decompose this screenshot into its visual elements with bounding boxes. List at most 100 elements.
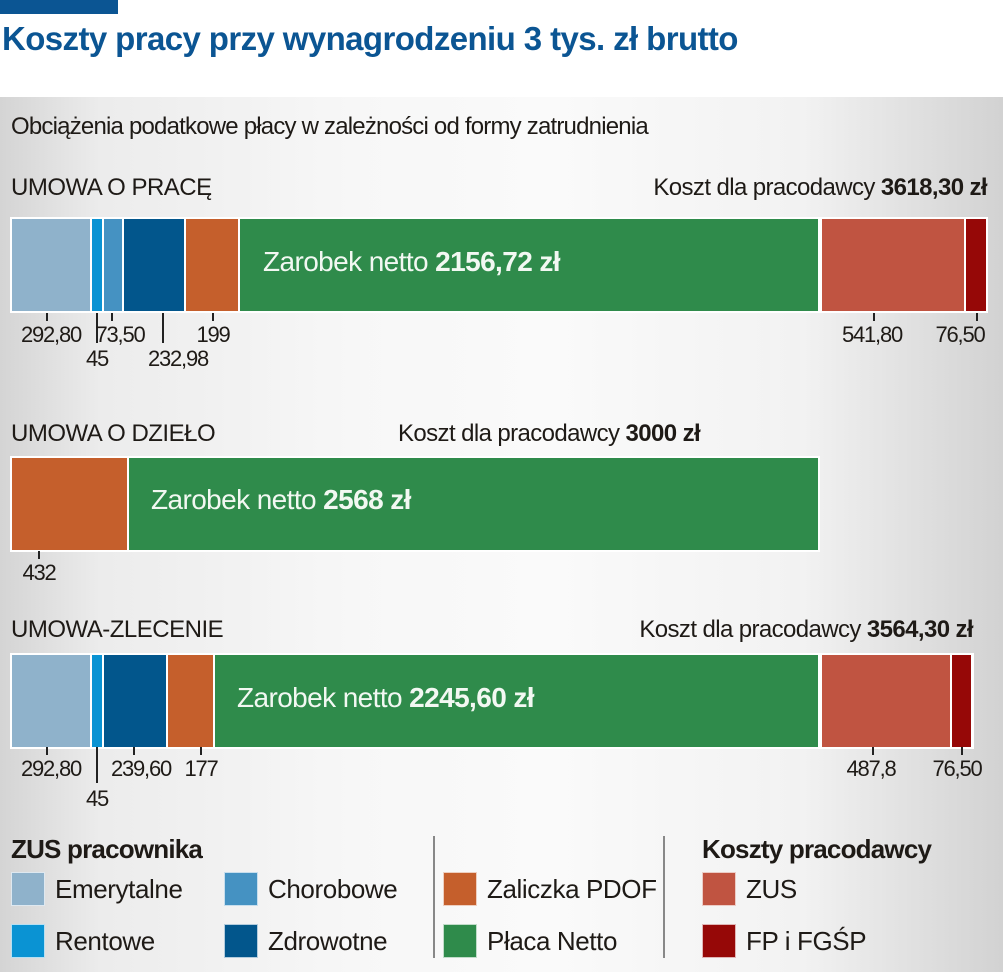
value-emerytalne: 292,80: [20, 756, 82, 781]
segment-zus-pracodawcy: [822, 655, 950, 747]
swatch-zdrowotne-icon: [224, 924, 258, 958]
net-salary-label-zlecenie: Zarobek netto 2245,60 zł: [237, 682, 535, 714]
value-fp-fgsp: 76,50: [935, 322, 985, 347]
segment-zdrowotne: [124, 219, 184, 311]
value-rentowe: 45: [85, 786, 109, 811]
segment-zaliczka-pdof: [12, 458, 127, 550]
legend-item-fp-fgsp: FP i FGŚP: [702, 924, 867, 958]
value-zaliczka: 199: [196, 322, 230, 347]
value-zaliczka: 432: [22, 560, 56, 585]
legend-label: ZUS: [746, 873, 797, 904]
chart-title: Koszty pracy przy wynagrodzeniu 3 tys. z…: [2, 20, 738, 57]
swatch-zus-icon: [702, 872, 736, 906]
tick: [873, 313, 875, 321]
value-zaliczka: 177: [184, 756, 218, 781]
tick: [162, 313, 164, 343]
contract-label-praca: UMOWA O PRACĘ: [11, 174, 212, 201]
legend-item-rentowe: Rentowe: [11, 924, 155, 958]
legend-divider: [663, 836, 665, 958]
tick: [111, 313, 113, 321]
net-salary-label-praca: Zarobek netto 2156,72 zł: [263, 246, 561, 278]
employer-cost-prefix: Koszt dla pracodawcy: [398, 420, 626, 447]
legend-title-koszty-pracodawcy: Koszty pracodawcy: [702, 834, 932, 864]
segment-fp-fgsp: [952, 655, 971, 747]
value-chorobowe: 73,50: [95, 322, 145, 347]
swatch-fp-fgsp-icon: [702, 924, 736, 958]
swatch-chorobowe-icon: [224, 872, 258, 906]
value-zdrowotne: 239,60: [110, 756, 172, 781]
segment-emerytalne: [12, 219, 90, 311]
segment-emerytalne: [12, 655, 90, 747]
value-rentowe: 45: [85, 346, 109, 371]
employer-cost-value: 3000 zł: [625, 420, 701, 447]
legend-label: FP i FGŚP: [746, 925, 867, 956]
segment-placa-netto: [240, 219, 818, 311]
net-prefix: Zarobek netto: [151, 484, 324, 515]
value-emerytalne: 292,80: [20, 322, 82, 347]
segment-rentowe: [92, 655, 102, 747]
stacked-bar-dzielo: [10, 456, 820, 552]
segment-chorobowe: [104, 219, 122, 311]
net-value: 2245,60 zł: [409, 682, 534, 713]
net-salary-label-dzielo: Zarobek netto 2568 zł: [151, 484, 411, 516]
employer-cost-value: 3564,30 zł: [866, 616, 974, 643]
net-value: 2568 zł: [323, 484, 411, 515]
legend-title-zus-pracownika: ZUS pracownika: [11, 834, 203, 864]
contract-label-dzielo: UMOWA O DZIEŁO: [11, 420, 216, 447]
segment-zaliczka-pdof: [186, 219, 238, 311]
tick: [38, 551, 40, 559]
stacked-bar-zlecenie: [10, 653, 974, 749]
segment-zus-pracodawcy: [822, 219, 964, 311]
tick: [872, 747, 874, 755]
legend-label: Zdrowotne: [268, 925, 388, 956]
legend-label: Emerytalne: [55, 873, 183, 904]
net-prefix: Zarobek netto: [237, 682, 410, 713]
legend-item-zdrowotne: Zdrowotne: [224, 924, 388, 958]
employer-cost-praca: Koszt dla pracodawcy 3618,30 zł: [653, 174, 987, 202]
employer-cost-value: 3618,30 zł: [880, 174, 988, 201]
employer-cost-prefix: Koszt dla pracodawcy: [653, 174, 881, 201]
legend-label: Zaliczka PDOF: [487, 873, 657, 904]
employer-cost-dzielo: Koszt dla pracodawcy 3000 zł: [398, 420, 701, 448]
segment-zdrowotne: [104, 655, 166, 747]
employer-cost-prefix: Koszt dla pracodawcy: [639, 616, 867, 643]
stacked-bar-praca: [10, 217, 988, 313]
swatch-placa-netto-icon: [443, 924, 477, 958]
legend-label: Rentowe: [55, 925, 155, 956]
legend-item-chorobowe: Chorobowe: [224, 872, 398, 906]
value-zdrowotne: 232,98: [147, 346, 209, 371]
chart-subtitle: Obciążenia podatkowe płacy w zależności …: [11, 113, 649, 140]
legend-item-placa-netto: Płaca Netto: [443, 924, 617, 958]
legend-label: Płaca Netto: [487, 925, 618, 956]
legend-divider: [433, 836, 435, 958]
title-accent-bar: [0, 0, 118, 14]
legend-label: Chorobowe: [268, 873, 398, 904]
tick: [46, 313, 48, 321]
tick: [976, 313, 978, 321]
value-zus-pracodawcy: 487,8: [846, 756, 896, 781]
tick: [96, 747, 98, 783]
tick: [200, 747, 202, 755]
segment-placa-netto: [129, 458, 818, 550]
segment-placa-netto: [215, 655, 818, 747]
swatch-zaliczka-pdof-icon: [443, 872, 477, 906]
legend-item-zaliczka-pdof: Zaliczka PDOF: [443, 872, 657, 906]
tick: [133, 747, 135, 755]
segment-zaliczka-pdof: [168, 655, 213, 747]
legend-item-emerytalne: Emerytalne: [11, 872, 183, 906]
swatch-emerytalne-icon: [11, 872, 45, 906]
net-prefix: Zarobek netto: [263, 246, 436, 277]
tick: [46, 747, 48, 755]
legend-item-zus: ZUS: [702, 872, 797, 906]
employer-cost-zlecenie: Koszt dla pracodawcy 3564,30 zł: [639, 616, 973, 644]
swatch-rentowe-icon: [11, 924, 45, 958]
segment-fp-fgsp: [966, 219, 986, 311]
tick: [961, 747, 963, 755]
net-value: 2156,72 zł: [435, 246, 560, 277]
tick: [212, 313, 214, 321]
tick: [96, 313, 98, 343]
contract-label-zlecenie: UMOWA-ZLECENIE: [11, 616, 224, 643]
segment-rentowe: [92, 219, 102, 311]
value-zus-pracodawcy: 541,80: [841, 322, 903, 347]
value-fp-fgsp: 76,50: [932, 756, 982, 781]
